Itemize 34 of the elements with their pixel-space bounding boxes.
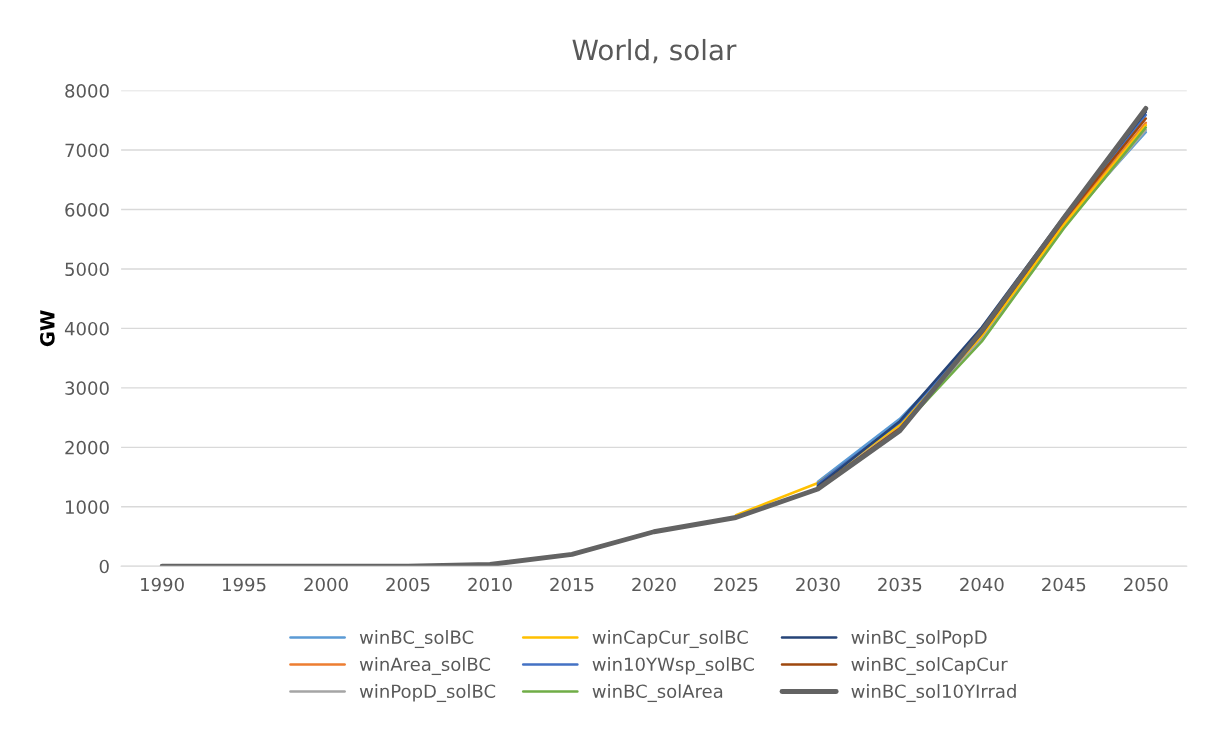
y-tick-label: 4000 (64, 321, 109, 336)
legend-label: winCapCur_solBC (592, 630, 748, 649)
legend-label: winBC_solArea (592, 684, 723, 703)
legend-label: winPopD_solBC (359, 684, 496, 703)
y-tick-label: 3000 (65, 381, 109, 395)
x-tick-label: 2030 (796, 577, 840, 592)
y-tick-label: 6000 (65, 202, 109, 217)
y-tick-label: 0 (99, 559, 109, 574)
x-tick-label: 2035 (878, 577, 922, 592)
y-tick-label: 5000 (65, 262, 109, 277)
x-tick-label: 2040 (960, 577, 1004, 592)
legend-label: winBC_solCapCur (851, 657, 1008, 676)
x-tick-label: 2005 (386, 577, 430, 592)
x-tick-label: 2045 (1042, 577, 1086, 592)
y-tick-label: 7000 (65, 143, 109, 158)
y-tick-label: 2000 (65, 440, 109, 455)
x-tick-label: 2025 (714, 577, 758, 592)
x-tick-label: 2010 (468, 577, 512, 592)
legend-label: win10YWsp_solBC (592, 657, 754, 676)
x-tick-label: 2000 (304, 577, 348, 592)
legend-label: winBC_sol10YIrrad (851, 684, 1016, 703)
legend-label: winBC_solBC (359, 630, 474, 649)
legend-label: winArea_solBC (359, 657, 491, 676)
y-axis-title: GW (40, 310, 55, 347)
y-tick-label: 1000 (66, 500, 109, 514)
x-tick-label: 2050 (1124, 577, 1168, 592)
line-series (159, 106, 1149, 567)
chart-title: World, solar (572, 38, 737, 64)
legend-label: winBC_solPopD (851, 630, 987, 649)
x-tick-label: 2015 (550, 577, 594, 592)
x-tick-label: 2020 (632, 577, 676, 592)
x-tick-label: 1990 (141, 577, 184, 592)
y-tick-label: 8000 (65, 84, 109, 98)
x-tick-label: 1995 (223, 577, 266, 592)
